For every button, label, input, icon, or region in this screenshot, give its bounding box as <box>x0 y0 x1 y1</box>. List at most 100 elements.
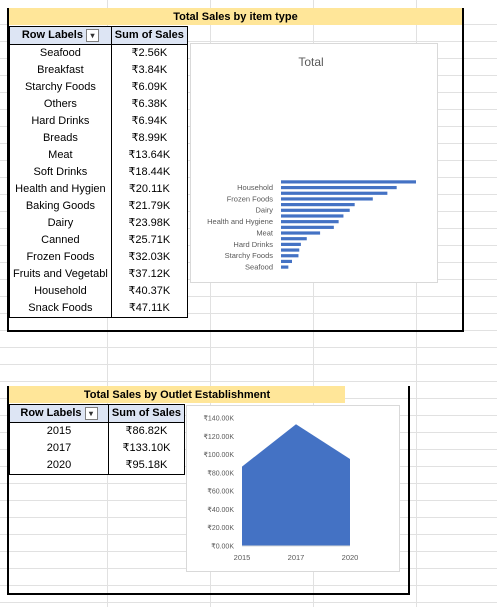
row-labels-header-text: Row Labels <box>21 29 83 41</box>
table-row[interactable]: Health and Hygien ₹20.11K <box>9 181 188 198</box>
table-row[interactable]: Dairy ₹23.98K <box>9 215 188 232</box>
y-tick-label: ₹140.00K <box>203 415 234 423</box>
y-tick-label: ₹80.00K <box>207 469 234 477</box>
sort-filter-icon[interactable]: ▾ <box>85 28 99 42</box>
table-row[interactable]: Soft Drinks ₹18.44K <box>9 164 188 181</box>
area-series <box>242 424 350 546</box>
row-label-cell[interactable]: Dairy <box>9 215 112 232</box>
table-row[interactable]: Starchy Foods ₹6.09K <box>9 79 188 96</box>
row-label-cell[interactable]: Health and Hygien <box>9 181 112 198</box>
category-tick-label: Dairy <box>255 206 273 215</box>
sum-value-cell[interactable]: ₹18.44K <box>111 164 188 181</box>
row-label-cell[interactable]: Breakfast <box>9 62 112 79</box>
sum-value-cell[interactable]: ₹13.64K <box>111 147 188 164</box>
sum-value-cell[interactable]: ₹23.98K <box>111 215 188 232</box>
dropdown-filter-icon[interactable]: ▾ <box>84 406 98 420</box>
y-tick-label: ₹0.00K <box>211 543 234 551</box>
bar <box>281 180 416 184</box>
row-label-cell[interactable]: Baking Goods <box>9 198 112 215</box>
item-section-title: Total Sales by item type <box>9 8 462 25</box>
bar <box>281 208 350 212</box>
row-labels-header-text: Row Labels <box>20 407 82 419</box>
bar <box>281 242 301 246</box>
sum-value-cell[interactable]: ₹6.38K <box>111 96 188 113</box>
table-row[interactable]: Baking Goods ₹21.79K <box>9 198 188 215</box>
row-label-cell[interactable]: Breads <box>9 130 112 147</box>
outlet-section-title-text: Total Sales by Outlet Establishment <box>83 388 271 401</box>
table-row[interactable]: 2015 ₹86.82K <box>9 422 186 440</box>
sum-of-sales-header[interactable]: Sum of Sales <box>110 26 188 45</box>
row-label-cell[interactable]: Household <box>9 283 112 300</box>
table-row[interactable]: Household ₹40.37K <box>9 283 188 300</box>
bar <box>281 191 388 195</box>
table-row[interactable]: 2017 ₹133.10K <box>9 440 186 457</box>
x-tick-label: 2020 <box>342 553 359 562</box>
outlet-section-title: Total Sales by Outlet Establishment <box>9 386 345 403</box>
sum-of-sales-header[interactable]: Sum of Sales <box>107 404 186 423</box>
outlet-sales-area-chart[interactable]: ₹0.00K ₹20.00K ₹40.00K ₹60.00K ₹80.00K ₹100.0… <box>186 405 400 572</box>
row-labels-header[interactable]: Row Labels ▾ <box>9 26 112 45</box>
table-row[interactable]: Others ₹6.38K <box>9 96 188 113</box>
sum-of-sales-header-text: Sum of Sales <box>114 29 184 41</box>
bar <box>281 231 321 235</box>
row-label-cell[interactable]: 2020 <box>9 457 109 475</box>
bar <box>281 237 307 241</box>
table-row[interactable]: Frozen Foods ₹32.03K <box>9 249 188 266</box>
row-label-cell[interactable]: Fruits and Vegetabl <box>9 266 112 283</box>
item-sales-bar-chart[interactable]: Total Seafood Starchy Foods Hard Drinks Meat… <box>190 43 438 283</box>
category-tick-label: Health and Hygiene <box>207 217 273 226</box>
table-row[interactable]: Meat ₹13.64K <box>9 147 188 164</box>
row-label-cell[interactable]: Seafood <box>9 44 112 62</box>
sum-value-cell[interactable]: ₹37.12K <box>111 266 188 283</box>
item-section-frame <box>7 8 464 332</box>
table-row[interactable]: Canned ₹25.71K <box>9 232 188 249</box>
bar <box>281 197 373 201</box>
row-label-cell[interactable]: Snack Foods <box>9 300 112 318</box>
category-tick-label: Hard Drinks <box>233 240 273 249</box>
sum-value-cell[interactable]: ₹6.09K <box>111 79 188 96</box>
table-row[interactable]: Hard Drinks ₹6.94K <box>9 113 188 130</box>
table-row[interactable]: Fruits and Vegetabl ₹37.12K <box>9 266 188 283</box>
item-section-title-text: Total Sales by item type <box>173 10 298 23</box>
sum-value-cell[interactable]: ₹32.03K <box>111 249 188 266</box>
row-label-cell[interactable]: 2015 <box>9 422 109 440</box>
row-label-cell[interactable]: Frozen Foods <box>9 249 112 266</box>
sum-value-cell[interactable]: ₹86.82K <box>108 422 186 440</box>
sum-value-cell[interactable]: ₹133.10K <box>108 440 186 457</box>
sum-value-cell[interactable]: ₹2.56K <box>111 44 188 62</box>
row-label-cell[interactable]: Hard Drinks <box>9 113 112 130</box>
category-tick-label: Starchy Foods <box>225 251 274 260</box>
outlet-section-frame <box>7 386 410 595</box>
sum-value-cell[interactable]: ₹95.18K <box>108 457 186 475</box>
row-label-cell[interactable]: Canned <box>9 232 112 249</box>
category-tick-label: Household <box>237 183 273 192</box>
table-row[interactable]: Breads ₹8.99K <box>9 130 188 147</box>
sum-value-cell[interactable]: ₹21.79K <box>111 198 188 215</box>
row-label-cell[interactable]: Others <box>9 96 112 113</box>
table-row[interactable]: 2020 ₹95.18K <box>9 457 186 475</box>
row-labels-header[interactable]: Row Labels ▾ <box>9 404 109 423</box>
y-tick-label: ₹40.00K <box>207 506 234 514</box>
sum-of-sales-header-text: Sum of Sales <box>111 407 181 419</box>
sum-value-cell[interactable]: ₹47.11K <box>111 300 188 318</box>
bar-chart-title: Total <box>298 55 323 69</box>
bar <box>281 265 289 269</box>
x-tick-label: 2015 <box>234 553 251 562</box>
sum-value-cell[interactable]: ₹6.94K <box>111 113 188 130</box>
sum-value-cell[interactable]: ₹40.37K <box>111 283 188 300</box>
row-label-cell[interactable]: 2017 <box>9 440 109 457</box>
table-row[interactable]: Breakfast ₹3.84K <box>9 62 188 79</box>
sum-value-cell[interactable]: ₹20.11K <box>111 181 188 198</box>
table-row[interactable]: Snack Foods ₹47.11K <box>9 300 188 318</box>
bar <box>281 203 355 207</box>
bar <box>281 225 334 229</box>
sum-value-cell[interactable]: ₹3.84K <box>111 62 188 79</box>
row-label-cell[interactable]: Soft Drinks <box>9 164 112 181</box>
table-row[interactable]: Seafood ₹2.56K <box>9 44 188 62</box>
bar <box>281 259 292 264</box>
row-label-cell[interactable]: Meat <box>9 147 112 164</box>
sum-value-cell[interactable]: ₹8.99K <box>111 130 188 147</box>
sum-value-cell[interactable]: ₹25.71K <box>111 232 188 249</box>
row-label-cell[interactable]: Starchy Foods <box>9 79 112 96</box>
bar <box>281 248 300 252</box>
